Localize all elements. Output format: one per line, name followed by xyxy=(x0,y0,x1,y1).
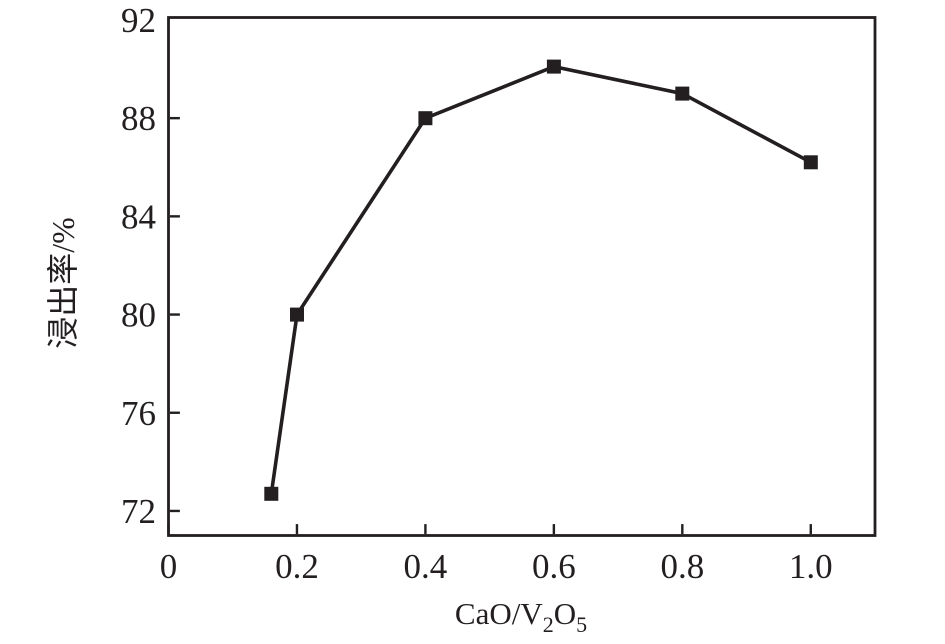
data-point-marker xyxy=(675,86,690,101)
y-axis-label: 浸出率/% xyxy=(45,217,81,349)
x-axis-label-part: O xyxy=(554,596,576,631)
y-tick-label: 88 xyxy=(121,99,156,138)
data-series-group xyxy=(264,59,818,501)
data-point-marker xyxy=(418,111,433,126)
plot-frame xyxy=(167,16,877,537)
data-point-marker xyxy=(264,486,279,501)
data-point-marker xyxy=(803,155,818,170)
x-tick-label: 0.6 xyxy=(532,547,576,586)
data-line xyxy=(269,64,812,495)
data-point-marker xyxy=(546,59,561,74)
x-tick-label: 0 xyxy=(160,547,178,586)
y-tick-label: 92 xyxy=(121,1,156,40)
y-tick-label: 80 xyxy=(121,296,156,335)
data-point-marker xyxy=(290,307,304,322)
y-tick-label: 84 xyxy=(121,197,156,236)
x-axis-label-part: CaO/V xyxy=(455,596,543,631)
x-axis-label: CaO/V2O5 xyxy=(455,596,587,637)
plot-frame-group xyxy=(167,16,877,537)
x-tick-label: 1.0 xyxy=(789,547,833,586)
axis-ticks-group xyxy=(167,116,812,535)
x-tick-label: 0.2 xyxy=(275,547,319,586)
y-tick-label: 72 xyxy=(121,492,156,531)
axis-titles-group: 浸出率/% CaO/V2O5 xyxy=(45,217,587,637)
tick-labels-group: 0 0.2 0.4 0.6 0.8 1.0 72 76 80 84 88 92 xyxy=(121,1,833,586)
x-axis-label-subscript: 2 xyxy=(543,612,554,637)
y-tick-label: 76 xyxy=(121,394,156,433)
x-axis-label-subscript: 5 xyxy=(576,612,587,637)
x-tick-label: 0.4 xyxy=(404,547,448,586)
x-tick-label: 0.8 xyxy=(660,547,704,586)
